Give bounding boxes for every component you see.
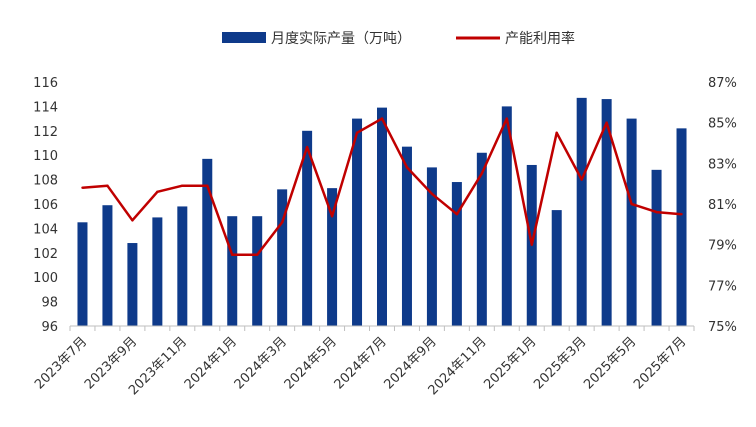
line-point (131, 219, 134, 222)
line-point (455, 212, 459, 216)
line-point (630, 202, 633, 206)
line-point (405, 166, 409, 169)
bar (551, 210, 562, 326)
x-tick-label: 2024年7月 (332, 334, 390, 392)
line-point (605, 121, 608, 124)
line-point (106, 184, 109, 187)
right-axis: 75% 77% 79% 81% 83% 85% 87% (708, 76, 737, 335)
y-right-tick-label: 87% (708, 76, 737, 91)
bar (576, 97, 587, 326)
bar-series (77, 97, 687, 327)
bar (601, 99, 612, 326)
y-right-tick-label: 79% (708, 239, 737, 254)
bar (252, 216, 263, 326)
y-right-tick-label: 85% (708, 117, 737, 132)
line-point (555, 131, 558, 135)
bar (352, 118, 363, 326)
y-left-tick-label: 114 (33, 100, 58, 115)
bar (377, 107, 387, 327)
y-left-tick-label: 96 (41, 320, 58, 335)
line-point (231, 253, 234, 257)
line-point (256, 253, 259, 257)
line-point (530, 243, 533, 246)
bar (177, 206, 188, 326)
line-point (206, 184, 209, 187)
x-tick-label: 2023年7月 (32, 334, 90, 392)
y-left-tick-label: 98 (41, 296, 58, 311)
y-left-tick-label: 104 (33, 222, 58, 237)
y-left-tick-label: 100 (33, 271, 58, 286)
line-series (81, 117, 683, 257)
legend-line-label: 产能利用率 (505, 30, 575, 47)
bar (651, 169, 662, 326)
x-tick-label: 2025年1月 (481, 334, 539, 392)
y-left-tick-label: 108 (33, 174, 58, 189)
legend-bar-label: 月度实际产量（万吨） (271, 31, 411, 47)
x-tick-label: 2025年5月 (581, 334, 639, 392)
x-tick-label: 2025年3月 (531, 334, 589, 392)
y-left-tick-label: 112 (33, 125, 58, 140)
y-right-tick-label: 81% (708, 198, 737, 213)
bar (152, 217, 163, 326)
x-axis: 2023年7月2023年9月2023年11月2024年1月2024年3月2024… (32, 325, 695, 398)
y-right-tick-label: 75% (708, 320, 737, 335)
bar (501, 106, 512, 327)
bar (302, 130, 313, 326)
bar (327, 188, 338, 326)
bar (676, 128, 687, 326)
line-point (380, 117, 384, 120)
bar (77, 222, 88, 326)
y-right-tick-label: 83% (708, 157, 737, 172)
y-left-tick-label: 110 (33, 149, 58, 164)
bar (277, 189, 288, 326)
x-tick-label: 2024年3月 (232, 334, 290, 392)
line-point (680, 212, 683, 216)
line-point (355, 131, 359, 135)
bar (451, 182, 462, 326)
y-left-tick-label: 106 (33, 198, 58, 213)
x-tick-label: 2024年1月 (182, 334, 240, 392)
line-point (655, 210, 658, 214)
legend-bar-swatch (222, 32, 266, 43)
legend: 月度实际产量（万吨） 产能利用率 (222, 30, 575, 47)
y-left-tick-label: 116 (33, 76, 58, 91)
bar (401, 146, 412, 326)
y-right-tick-label: 77% (708, 279, 737, 294)
bar (426, 167, 437, 326)
left-axis: 96 98 100 102 104 106 108 110 112 114 116 (33, 76, 58, 335)
line-point (330, 215, 334, 218)
line-point (505, 117, 508, 120)
bar (127, 243, 138, 326)
line-point (480, 172, 484, 175)
bar (102, 205, 113, 326)
y-left-tick-label: 102 (33, 247, 58, 262)
line-point (181, 184, 184, 187)
line-point (305, 145, 309, 149)
line-point (580, 178, 583, 181)
line-point (156, 190, 159, 193)
line-point (280, 221, 284, 224)
x-tick-label: 2024年5月 (282, 334, 340, 392)
bar (626, 118, 637, 326)
bar (476, 152, 487, 326)
line-point (430, 192, 434, 196)
bar (227, 216, 238, 326)
x-tick-label: 2025年7月 (631, 334, 689, 392)
bar (202, 158, 213, 326)
line-point (81, 186, 84, 189)
